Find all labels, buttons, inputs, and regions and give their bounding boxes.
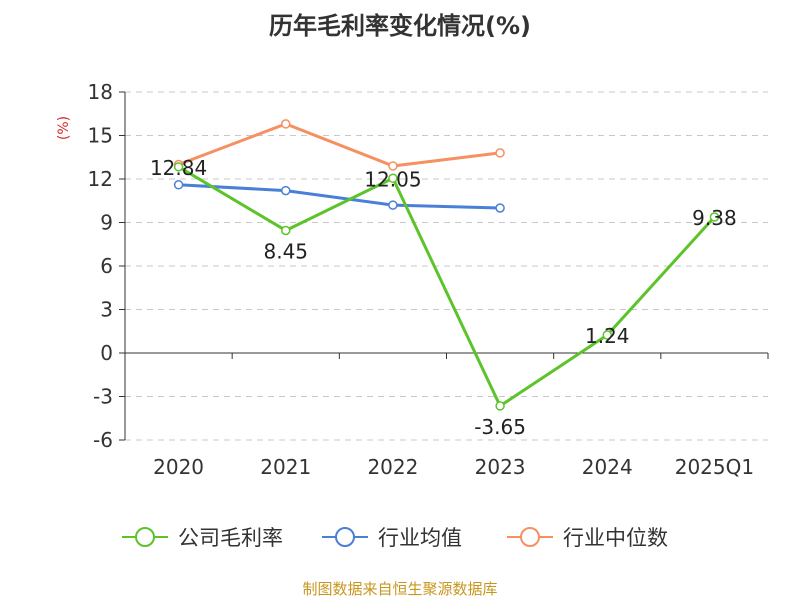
series-lines: [173, 119, 720, 411]
legend-swatch-marker: [335, 527, 355, 547]
grid-lines: [125, 91, 768, 441]
legend-label: 行业均值: [378, 526, 462, 550]
data-label: 8.45: [263, 239, 308, 263]
data-point: [495, 148, 505, 158]
x-tick-label: 2024: [582, 455, 633, 479]
data-point: [281, 119, 291, 129]
data-point: [173, 180, 184, 190]
data-labels: 12.84 8.45 12.05 -3.65 1.24 9.38: [150, 156, 737, 439]
y-tick-label: -3: [93, 385, 113, 409]
data-point: [281, 185, 291, 196]
data-point: [388, 200, 398, 210]
x-tick-label: 2021: [260, 455, 311, 479]
data-point: [173, 162, 184, 172]
legend-swatch-marker: [520, 527, 540, 547]
source-note: 制图数据来自恒生聚源数据库: [302, 580, 498, 598]
y-tick-label: 12: [88, 167, 113, 191]
chart-title: 历年毛利率变化情况(%): [269, 12, 531, 40]
legend[interactable]: 公司毛利率 行业均值 行业中位数: [122, 526, 668, 550]
x-tick-label: 2023: [475, 455, 526, 479]
y-tick-label: 18: [88, 80, 113, 104]
y-tick-label: 6: [100, 254, 113, 278]
series-line-2: [178, 122, 501, 168]
data-point: [281, 225, 291, 236]
x-tick-label: 2025Q1: [675, 455, 754, 479]
data-point: [602, 330, 612, 340]
data-label: 12.05: [364, 167, 421, 191]
data-point: [388, 161, 398, 171]
x-tick-label: 2020: [153, 455, 204, 479]
data-point: [709, 212, 720, 222]
legend-swatch-marker: [135, 527, 155, 547]
data-label: -3.65: [474, 415, 526, 439]
y-tick-label: -6: [93, 428, 113, 452]
series-line-1: [178, 183, 501, 210]
y-axis-label: (%): [56, 116, 72, 140]
legend-label: 行业中位数: [563, 526, 668, 550]
data-label: 9.38: [692, 206, 737, 230]
data-point: [495, 401, 505, 411]
y-tick-label: 0: [100, 341, 113, 365]
axes: 18 15 12 9 6 3 0 -3 -6 2020 2021 2022 2023 2024 2025Q1: [88, 80, 769, 479]
data-point: [388, 173, 398, 184]
data-point: [495, 203, 505, 213]
y-tick-label: 3: [100, 298, 113, 322]
data-label: 1.24: [585, 324, 630, 348]
y-tick-label: 15: [88, 124, 113, 148]
data-label: 12.84: [150, 156, 207, 180]
series-line-0: [177, 165, 716, 408]
x-tick-label: 2022: [367, 455, 418, 479]
y-tick-label: 9: [100, 211, 113, 235]
legend-label: 公司毛利率: [178, 526, 283, 550]
